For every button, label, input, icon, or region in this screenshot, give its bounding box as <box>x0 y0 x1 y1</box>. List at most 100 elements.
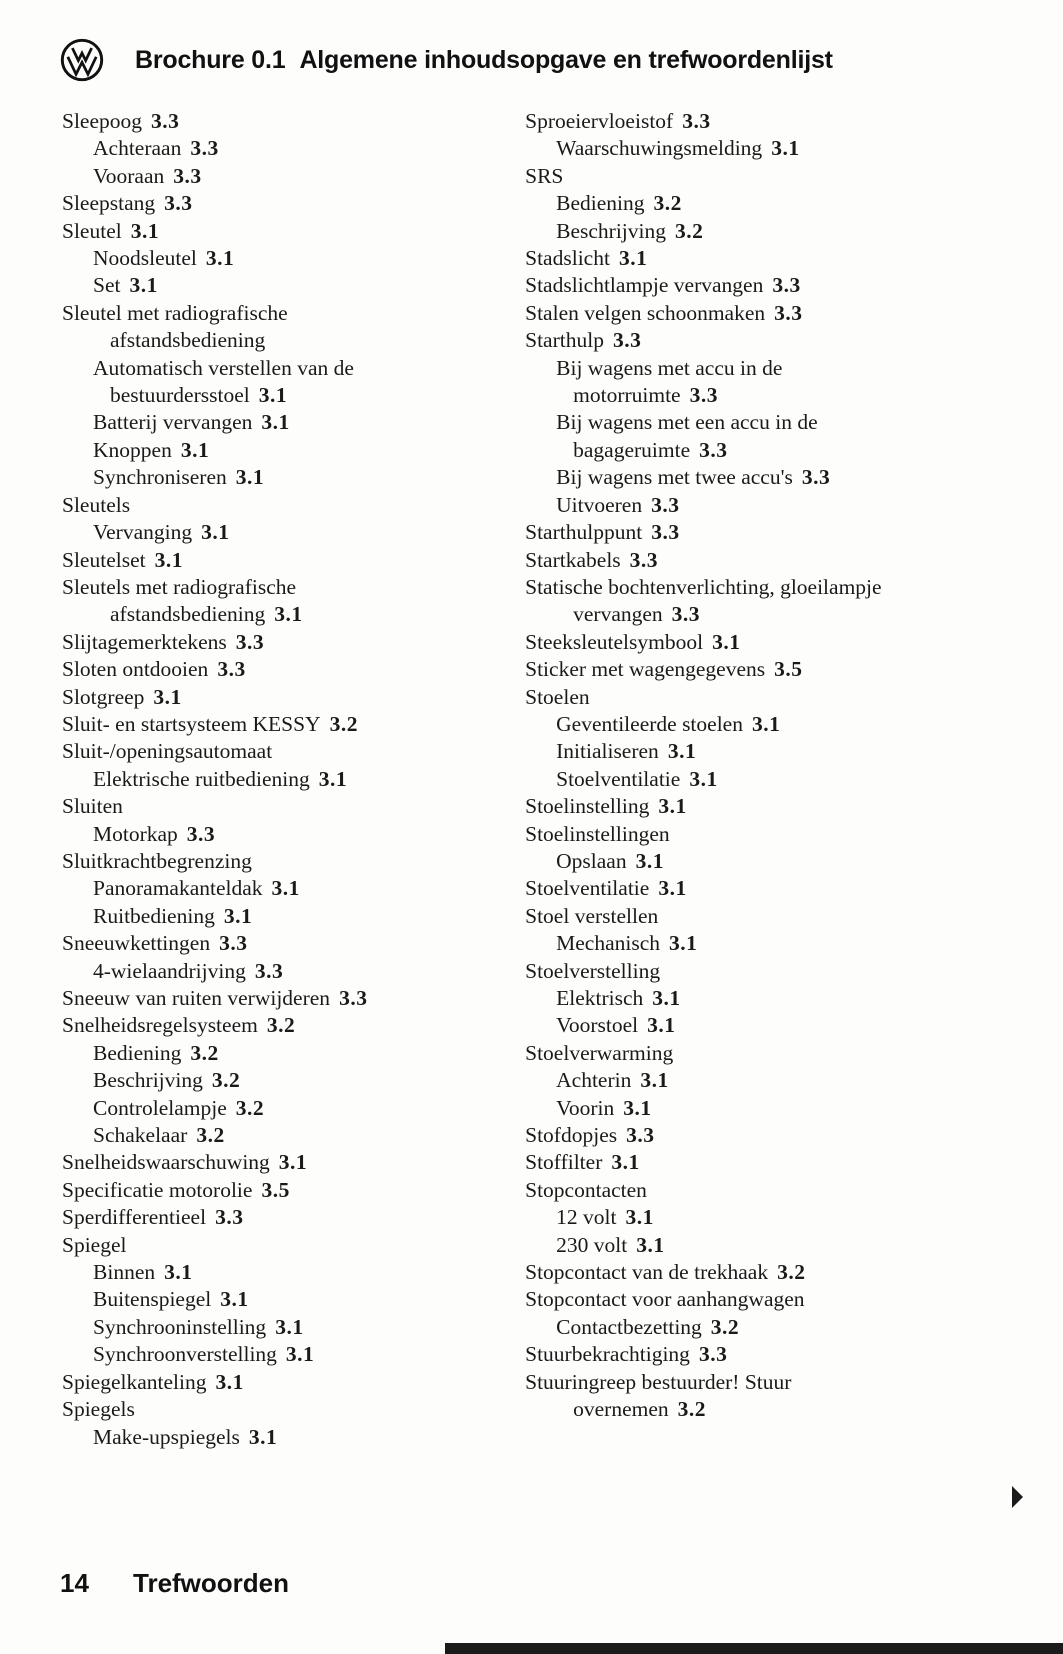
index-entry-term: Bediening <box>556 191 645 216</box>
index-entry: vervangen 3.3 <box>525 601 1022 628</box>
index-entry: Stoelverwarming <box>525 1040 1022 1067</box>
index-entry-term: bestuurdersstoel <box>110 383 250 408</box>
index-entry-page: 3.3 <box>186 821 216 846</box>
index-entry-page: 3.2 <box>190 1040 219 1065</box>
index-entry: Controlelampje 3.2 <box>62 1095 519 1122</box>
index-entry-term: Bij wagens met twee accu's <box>556 465 793 490</box>
index-entry-page: 3.1 <box>611 1150 640 1175</box>
index-entry-page: 3.1 <box>275 1314 304 1339</box>
index-entry: Sloten ontdooien 3.3 <box>62 656 519 683</box>
index-entry-page: 3.3 <box>698 1342 728 1367</box>
index-entry-term: Spiegelkanteling <box>62 1369 207 1394</box>
index-entry-term: Slijtagemerktekens <box>62 629 227 654</box>
index-entry-term: Stopcontact voor aanhangwagen <box>525 1287 805 1312</box>
index-entry-term: Spiegel <box>62 1232 127 1257</box>
index-entry: Stalen velgen schoonmaken 3.3 <box>525 300 1022 327</box>
index-entry: Stofdopjes 3.3 <box>525 1122 1022 1149</box>
index-entry-term: Sleepoog <box>62 109 143 133</box>
index-entry-term: Batterij vervangen <box>93 410 253 435</box>
index-entry-term: Contactbezetting <box>556 1314 702 1339</box>
index-entry: Opslaan 3.1 <box>525 848 1022 875</box>
index-entry: 230 volt 3.1 <box>525 1232 1022 1259</box>
index-entry: Vooraan 3.3 <box>62 163 519 190</box>
index-entry: Set 3.1 <box>62 272 519 299</box>
index-entry-term: Elektrische ruitbediening <box>93 766 310 791</box>
index-entry-term: Sleutelset <box>62 547 146 572</box>
index-entry-term: Bij wagens met accu in de <box>556 355 783 380</box>
index-entry-term: Sleutel <box>62 218 122 243</box>
index-entry-term: afstandsbediening <box>110 602 266 627</box>
index-entry-page: 3.1 <box>154 547 183 572</box>
index-entry: Elektrisch 3.1 <box>525 985 1022 1012</box>
index-entry-term: Sneeuwkettingen <box>62 931 211 956</box>
index-entry: Sneeuwkettingen 3.3 <box>62 930 519 957</box>
index-entry-term: Stoelen <box>525 684 590 709</box>
index-entry: Noodsleutel 3.1 <box>62 245 519 272</box>
index-entry: Voorstoel 3.1 <box>525 1012 1022 1039</box>
index-entry: 12 volt 3.1 <box>525 1204 1022 1231</box>
index-entry-term: Stadslichtlampje vervangen <box>525 273 764 298</box>
index-entry: Schakelaar 3.2 <box>62 1122 519 1149</box>
index-entry-term: Sleutels met radiografische <box>62 574 297 599</box>
index-entry-term: Geventileerde stoelen <box>556 711 743 736</box>
index-entry-term: Starthulp <box>525 328 604 353</box>
index-entry-term: Snelheidsregelsysteem <box>62 1013 258 1038</box>
index-entry: afstandsbediening <box>62 327 519 354</box>
page-title-text: Algemene inhoudsopgave en trefwoordenlij… <box>299 45 833 74</box>
index-entry-page: 3.2 <box>329 711 358 736</box>
index-entry-term: 230 volt <box>556 1232 628 1257</box>
index-entry: Startkabels 3.3 <box>525 547 1022 574</box>
index-entry: Bediening 3.2 <box>62 1040 519 1067</box>
index-entry-page: 3.5 <box>774 657 803 682</box>
index-entry-term: Stadslicht <box>525 246 610 271</box>
index-entry-page: 3.1 <box>647 1013 676 1038</box>
index-entry-term: Vervanging <box>93 520 193 545</box>
index-entry-term: Stoelinstelling <box>525 794 650 819</box>
index-entry-page: 3.3 <box>774 300 803 325</box>
index-entry-page: 3.1 <box>712 629 741 654</box>
index-entry: Stoelinstellingen <box>525 821 1022 848</box>
index-entry: Sleepoog 3.3 <box>62 108 519 135</box>
index-entry-term: SRS <box>525 163 564 188</box>
index-entry: bagageruimte 3.3 <box>525 437 1022 464</box>
index-entry: Make-upspiegels 3.1 <box>62 1424 519 1451</box>
index-entry-page: 3.1 <box>130 218 160 243</box>
index-entry-term: Stoffilter <box>525 1150 603 1175</box>
index-entry: Stoelinstelling 3.1 <box>525 793 1022 820</box>
index-entry-page: 3.2 <box>211 1068 241 1093</box>
index-entry: Achterin 3.1 <box>525 1067 1022 1094</box>
index-entry-term: Statische bochtenverlichting, gloeilampj… <box>525 574 882 599</box>
index-entry: Slotgreep 3.1 <box>62 684 519 711</box>
index-entry: Sleepstang 3.3 <box>62 190 519 217</box>
index-entry-term: Stofdopjes <box>525 1123 618 1148</box>
index-column-left: Sleepoog 3.3 Achteraan 3.3 Vooraan 3.3 Sleepst… <box>62 108 519 1451</box>
index-column-right: Sproeiervloeistof 3.3 Waarschuwingsmelding… <box>525 108 1022 1451</box>
index-entry-page: 3.3 <box>626 1123 655 1148</box>
index-entry: Buitenspiegel 3.1 <box>62 1286 519 1313</box>
index-entry-term: Sproeiervloeistof <box>525 109 674 133</box>
index-entry: Sticker met wagengegevens 3.5 <box>525 656 1022 683</box>
index-entry-term: Set <box>93 273 121 298</box>
index-entry: bestuurdersstoel 3.1 <box>62 382 519 409</box>
page-title: Brochure 0.1 Algemene inhoudsopgave en tr… <box>135 46 833 75</box>
index-entry: Vervanging 3.1 <box>62 519 519 546</box>
index-entry: Sleutels met radiografische <box>62 574 519 601</box>
index-entry-term: Noodsleutel <box>93 246 197 271</box>
index-entry-term: Startkabels <box>525 547 621 572</box>
index-entry: Achteraan 3.3 <box>62 135 519 162</box>
index-entry: Specificatie motorolie 3.5 <box>62 1177 519 1204</box>
index-entry-page: 3.1 <box>129 273 158 298</box>
index-entry-term: Stopcontact van de trekhaak <box>525 1260 769 1285</box>
index-entry-term: Sluit-/openingsautomaat <box>62 739 273 764</box>
index-entry: Bij wagens met twee accu's 3.3 <box>525 464 1022 491</box>
index-entry: Ruitbediening 3.1 <box>62 903 519 930</box>
index-entry-term: Mechanisch <box>556 931 661 956</box>
index-entry: Elektrische ruitbediening 3.1 <box>62 766 519 793</box>
index-entry: Snelheidsregelsysteem 3.2 <box>62 1012 519 1039</box>
index-entry-term: Sleepstang <box>62 191 156 216</box>
index-entry-term: Synchrooninstelling <box>93 1314 267 1339</box>
index-entry: Contactbezetting 3.2 <box>525 1314 1022 1341</box>
index-entry: Bij wagens met een accu in de <box>525 409 1022 436</box>
index-entry-page: 3.1 <box>164 1260 193 1285</box>
index-entry: Stopcontacten <box>525 1177 1022 1204</box>
